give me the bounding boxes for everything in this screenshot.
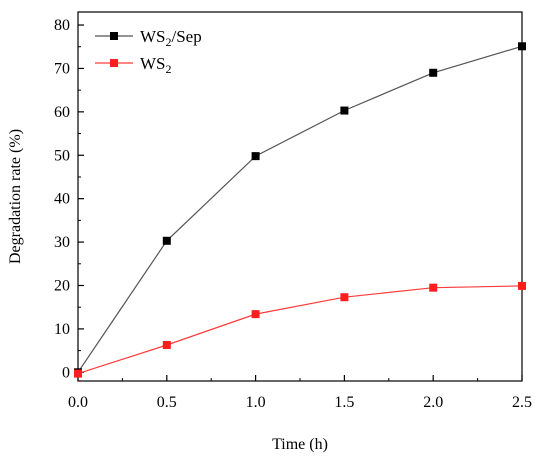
data-point-series-0 bbox=[251, 152, 260, 161]
data-point-series-1 bbox=[162, 340, 171, 349]
y-tick-label: 80 bbox=[54, 17, 70, 34]
x-axis-title: Time (h) bbox=[272, 436, 328, 453]
series-line-0 bbox=[77, 45, 523, 373]
y-tick-label: 0 bbox=[62, 364, 70, 381]
legend-marker-0 bbox=[110, 32, 118, 40]
series-markers bbox=[74, 42, 526, 378]
x-tick-label: 1.5 bbox=[334, 394, 354, 411]
x-tick-label: 0.0 bbox=[68, 394, 88, 411]
data-point-series-0 bbox=[162, 236, 171, 245]
legend-label-1: WS2 bbox=[140, 54, 172, 76]
data-point-series-1 bbox=[251, 310, 260, 319]
x-tick-label: 0.5 bbox=[157, 394, 177, 411]
data-point-series-0 bbox=[518, 42, 526, 51]
axes: 0.0 0.5 1.0 1.5 2.0 2.5 0 10 20 30 40 50 60 70 80 bbox=[54, 11, 532, 411]
y-tick-label: 10 bbox=[54, 321, 70, 338]
x-tick-label: 2.0 bbox=[423, 394, 443, 411]
legend-marker-1 bbox=[110, 59, 118, 67]
y-tick-label: 50 bbox=[54, 147, 70, 164]
legend-label-0: WS2/Sep bbox=[140, 27, 202, 49]
data-point-series-0 bbox=[429, 68, 438, 77]
x-tick-label: 2.5 bbox=[512, 394, 532, 411]
data-point-series-1 bbox=[74, 369, 82, 378]
x-tick-label: 1.0 bbox=[246, 394, 266, 411]
data-point-series-0 bbox=[340, 106, 349, 115]
y-tick-label: 20 bbox=[54, 277, 70, 294]
series-line-1 bbox=[77, 285, 523, 375]
y-tick-label: 60 bbox=[54, 104, 70, 121]
data-point-series-1 bbox=[429, 283, 438, 292]
y-axis-title: Degradation rate (%) bbox=[7, 129, 24, 264]
y-tick-label: 30 bbox=[54, 234, 70, 251]
data-point-series-1 bbox=[518, 281, 526, 290]
y-tick-label: 70 bbox=[54, 60, 70, 77]
data-point-series-1 bbox=[340, 293, 349, 302]
y-tick-label: 40 bbox=[54, 191, 70, 208]
legend: WS2/Sep WS2 bbox=[95, 27, 202, 76]
series-lines bbox=[77, 45, 523, 375]
